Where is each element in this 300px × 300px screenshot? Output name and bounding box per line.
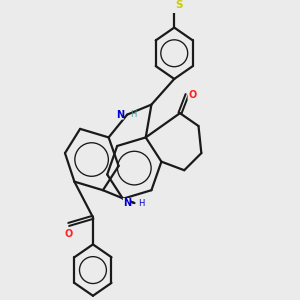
Text: O: O <box>64 229 73 239</box>
Text: S: S <box>175 0 182 10</box>
Text: N: N <box>116 110 124 120</box>
Text: H: H <box>130 110 137 119</box>
Text: O: O <box>188 90 196 100</box>
Text: N: N <box>123 198 131 208</box>
Text: H: H <box>138 199 144 208</box>
